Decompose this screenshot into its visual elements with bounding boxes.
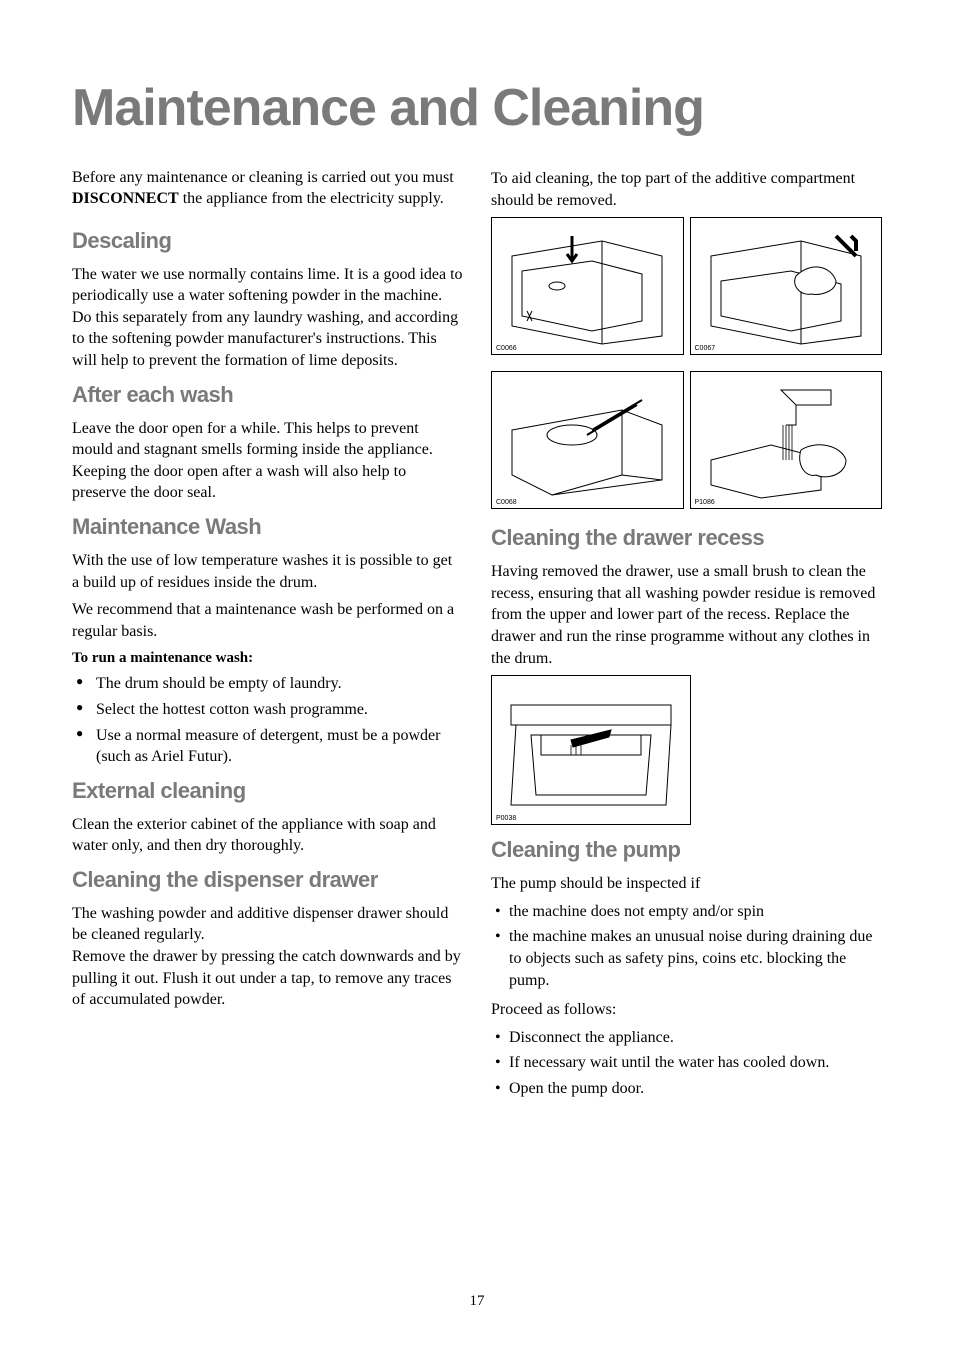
- page-number: 17: [470, 1293, 485, 1310]
- drawer-recess-heading: Cleaning the drawer recess: [491, 525, 882, 551]
- maintenance-wash-body2: We recommend that a maintenance wash be …: [72, 599, 463, 642]
- list-item: the machine does not empty and/or spin: [491, 901, 882, 923]
- figure-label: P0038: [496, 815, 516, 822]
- drawer-press-icon: [502, 226, 672, 346]
- figure-p0038: P0038: [491, 675, 691, 825]
- descaling-body: The water we use normally contains lime.…: [72, 264, 463, 372]
- figure-row-2: C0068 P1086: [491, 371, 882, 509]
- list-item: The drum should be empty of laundry.: [72, 673, 463, 695]
- after-wash-body: Leave the door open for a while. This he…: [72, 418, 463, 504]
- intro-before: Before any maintenance or cleaning is ca…: [72, 169, 454, 186]
- drawer-recess-body: Having removed the drawer, use a small b…: [491, 561, 882, 669]
- page-title: Maintenance and Cleaning: [72, 78, 882, 138]
- cleaning-pump-bullets-1: the machine does not empty and/or spin t…: [491, 901, 882, 991]
- figure-label: C0066: [496, 345, 517, 352]
- cleaning-pump-bullets-2: Disconnect the appliance. If necessary w…: [491, 1027, 882, 1100]
- cleaning-pump-body2: Proceed as follows:: [491, 999, 882, 1021]
- figure-label: C0067: [695, 345, 716, 352]
- list-item: Select the hottest cotton wash programme…: [72, 699, 463, 721]
- intro-bold: DISCONNECT: [72, 190, 179, 207]
- cleaning-pump-heading: Cleaning the pump: [491, 837, 882, 863]
- right-intro: To aid cleaning, the top part of the add…: [491, 168, 882, 211]
- maintenance-wash-heading: Maintenance Wash: [72, 514, 463, 540]
- recess-brush-icon: [501, 685, 681, 815]
- figure-c0068: C0068: [491, 371, 684, 509]
- dispenser-drawer-heading: Cleaning the dispenser drawer: [72, 867, 463, 893]
- list-item: Open the pump door.: [491, 1078, 882, 1100]
- left-column: Before any maintenance or cleaning is ca…: [72, 168, 463, 1108]
- figure-label: C0068: [496, 499, 517, 506]
- two-column-layout: Before any maintenance or cleaning is ca…: [72, 168, 882, 1108]
- maintenance-wash-bullets: The drum should be empty of laundry. Sel…: [72, 673, 463, 767]
- right-column: To aid cleaning, the top part of the add…: [491, 168, 882, 1108]
- maintenance-wash-body1: With the use of low temperature washes i…: [72, 550, 463, 593]
- descaling-heading: Descaling: [72, 228, 463, 254]
- list-item: If necessary wait until the water has co…: [491, 1052, 882, 1074]
- figure-p1086: P1086: [690, 371, 883, 509]
- external-cleaning-heading: External cleaning: [72, 778, 463, 804]
- figure-row-1: C0066 C0067: [491, 217, 882, 355]
- intro-after: the appliance from the electricity suppl…: [179, 190, 444, 207]
- drawer-brush-icon: [502, 380, 672, 500]
- dispenser-drawer-body: The washing powder and additive dispense…: [72, 903, 463, 1011]
- figure-c0066: C0066: [491, 217, 684, 355]
- intro-text: Before any maintenance or cleaning is ca…: [72, 168, 463, 210]
- maintenance-wash-sub: To run a maintenance wash:: [72, 650, 463, 667]
- external-cleaning-body: Clean the exterior cabinet of the applia…: [72, 814, 463, 857]
- list-item: the machine makes an unusual noise durin…: [491, 926, 882, 991]
- figure-label: P1086: [695, 499, 715, 506]
- figure-c0067: C0067: [690, 217, 883, 355]
- list-item: Use a normal measure of detergent, must …: [72, 725, 463, 768]
- after-wash-heading: After each wash: [72, 382, 463, 408]
- cleaning-pump-body1: The pump should be inspected if: [491, 873, 882, 895]
- drawer-rinse-icon: [701, 380, 871, 500]
- drawer-pull-icon: [701, 226, 871, 346]
- list-item: Disconnect the appliance.: [491, 1027, 882, 1049]
